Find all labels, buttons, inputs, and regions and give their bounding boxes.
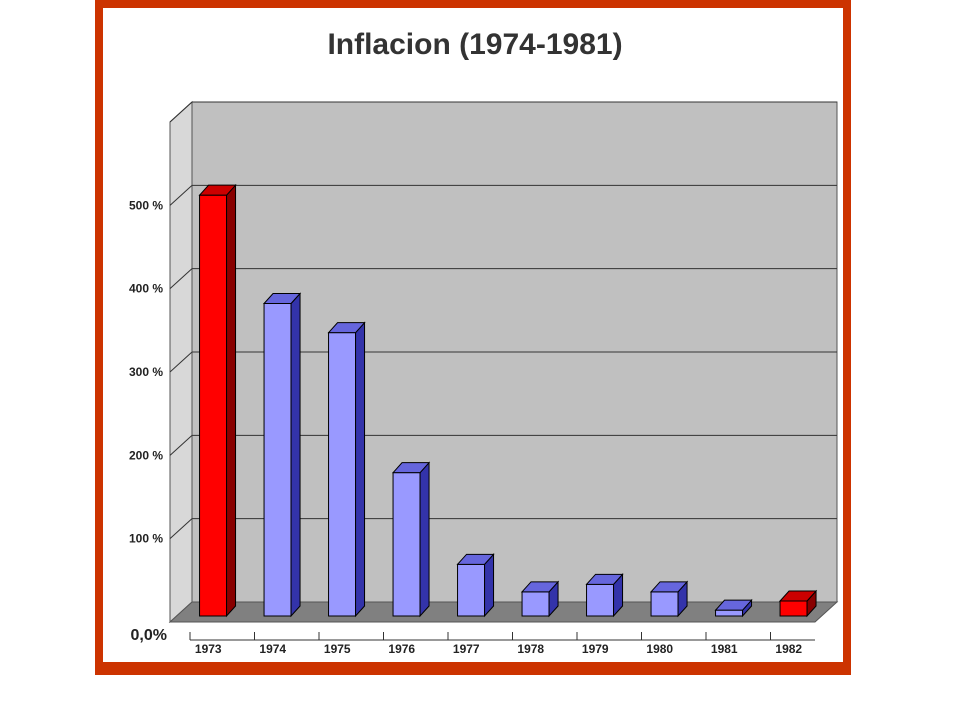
gridline-side (169, 101, 193, 123)
x-tick-label: 1978 (517, 642, 544, 656)
bar (199, 194, 228, 617)
x-tick-label: 1981 (711, 642, 738, 656)
y-tick-label: 300 % (129, 365, 163, 379)
bar-side (355, 321, 366, 618)
bar-side (226, 183, 237, 618)
x-tick-label: 1976 (388, 642, 415, 656)
x-tick-label: 1980 (646, 642, 673, 656)
gridline-side (169, 184, 193, 206)
bar (521, 591, 550, 617)
bar-top (327, 322, 366, 334)
y-tick-label: 100 % (129, 532, 163, 546)
bar-side (484, 553, 495, 618)
chart-title: Inflacion (1974-1981) (327, 28, 622, 61)
bar-top (520, 581, 560, 593)
y-tick-label: 400 % (129, 282, 163, 296)
x-tick-label: 1982 (775, 642, 802, 656)
bar (263, 303, 292, 617)
y-tick-label: 200 % (129, 448, 163, 462)
bar (457, 563, 486, 617)
gridline-side (169, 518, 193, 540)
bar-top (778, 590, 818, 602)
chart-frame: Inflacion (1974-1981) 0,0% 100 % 200 % 300 … (95, 0, 851, 675)
bar-top (649, 581, 689, 593)
bar-top (198, 184, 237, 196)
bar-top (585, 573, 624, 585)
bar-top (262, 293, 302, 304)
y-tick-label: 0,0% (131, 627, 167, 644)
bar-top (714, 599, 753, 611)
bar-chart: Inflacion (1974-1981) 0,0% 100 % 200 % 300 … (129, 28, 839, 656)
x-tick-label: 1977 (453, 642, 480, 656)
bar (779, 600, 808, 617)
x-tick-label: 1975 (324, 642, 351, 656)
gridline-side (169, 434, 193, 456)
x-tick-label: 1973 (195, 642, 222, 656)
bar (586, 583, 615, 617)
y-tick-label: 500 % (129, 198, 163, 212)
bar-top (456, 553, 495, 565)
x-tick-label: 1979 (582, 642, 609, 656)
bar-side (419, 461, 430, 618)
bar (650, 591, 679, 617)
bar (715, 609, 744, 617)
chart-panel: Inflacion (1974-1981) 0,0% 100 % 200 % 300 … (103, 8, 843, 662)
bar (328, 332, 357, 617)
plot-area: 0,0% 100 % 200 % 300 % 400 % 500 % 1973 1974 197… (129, 100, 839, 656)
gridline-side (169, 351, 193, 373)
bar-top (391, 462, 431, 474)
x-tick-label: 1974 (259, 642, 286, 656)
bar-side (290, 292, 301, 618)
gridline-side (169, 268, 193, 290)
bar (392, 472, 421, 617)
